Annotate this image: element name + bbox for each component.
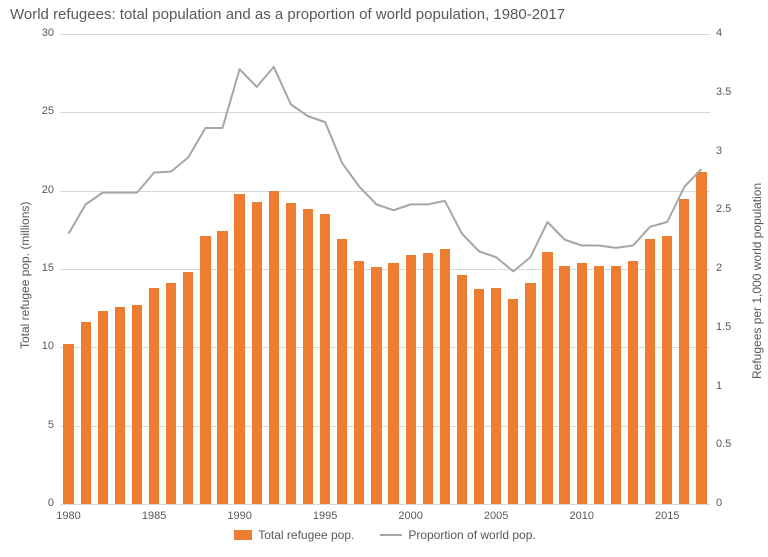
y-right-tick: 2.5 [716,203,731,215]
legend-label-line: Proportion of world pop. [408,528,535,542]
legend-swatch-bar [234,530,252,540]
y-axis-right-title: Refugees per 1,000 world population [750,183,764,379]
y-right-tick: 3.5 [716,86,731,98]
y-right-tick: 1 [716,380,722,392]
y-left-tick: 30 [32,27,54,39]
y-left-tick: 15 [32,262,54,274]
y-left-tick: 0 [32,497,54,509]
y-left-tick: 5 [32,419,54,431]
y-right-tick: 3 [716,145,722,157]
legend: Total refugee pop. Proportion of world p… [60,528,710,542]
legend-label-bars: Total refugee pop. [258,528,354,542]
legend-item-line: Proportion of world pop. [380,528,535,542]
x-tick: 1990 [227,510,251,522]
y-right-tick: 4 [716,27,722,39]
y-right-tick: 1.5 [716,321,731,333]
plot-area [60,34,710,504]
x-tick: 1985 [142,510,166,522]
gridline [60,504,710,505]
y-left-tick: 25 [32,105,54,117]
y-left-tick: 10 [32,340,54,352]
legend-item-bars: Total refugee pop. [234,528,354,542]
x-tick: 2010 [569,510,593,522]
y-axis-left-title: Total refugee pop. (millions) [18,202,32,349]
y-right-tick: 0 [716,497,722,509]
chart-title: World refugees: total population and as … [10,6,565,23]
line-series [60,34,710,504]
x-tick: 2005 [484,510,508,522]
x-tick: 2015 [655,510,679,522]
x-tick: 1980 [56,510,80,522]
y-left-tick: 20 [32,184,54,196]
y-right-tick: 0.5 [716,438,731,450]
x-tick: 1995 [313,510,337,522]
y-right-tick: 2 [716,262,722,274]
x-tick: 2000 [398,510,422,522]
legend-swatch-line [380,534,402,536]
